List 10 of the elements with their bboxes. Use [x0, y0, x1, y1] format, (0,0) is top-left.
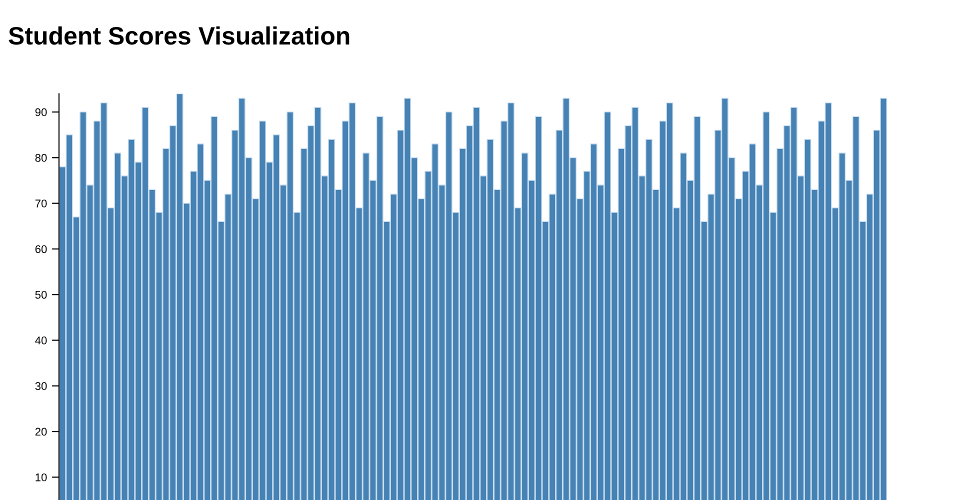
chart-title: Student Scores Visualization: [8, 26, 350, 45]
y-tick-label: 80: [35, 154, 47, 162]
y-tick-label: 60: [35, 245, 47, 254]
y-tick-label: 20: [35, 428, 47, 436]
y-tick-label: 90: [35, 108, 47, 116]
y-tick-label: 50: [35, 290, 47, 299]
y-tick-label: 40: [35, 336, 47, 344]
y-tick-label: 70: [35, 200, 47, 208]
y-tick-label: 10: [36, 473, 47, 482]
y-tick-label: 30: [35, 382, 47, 390]
